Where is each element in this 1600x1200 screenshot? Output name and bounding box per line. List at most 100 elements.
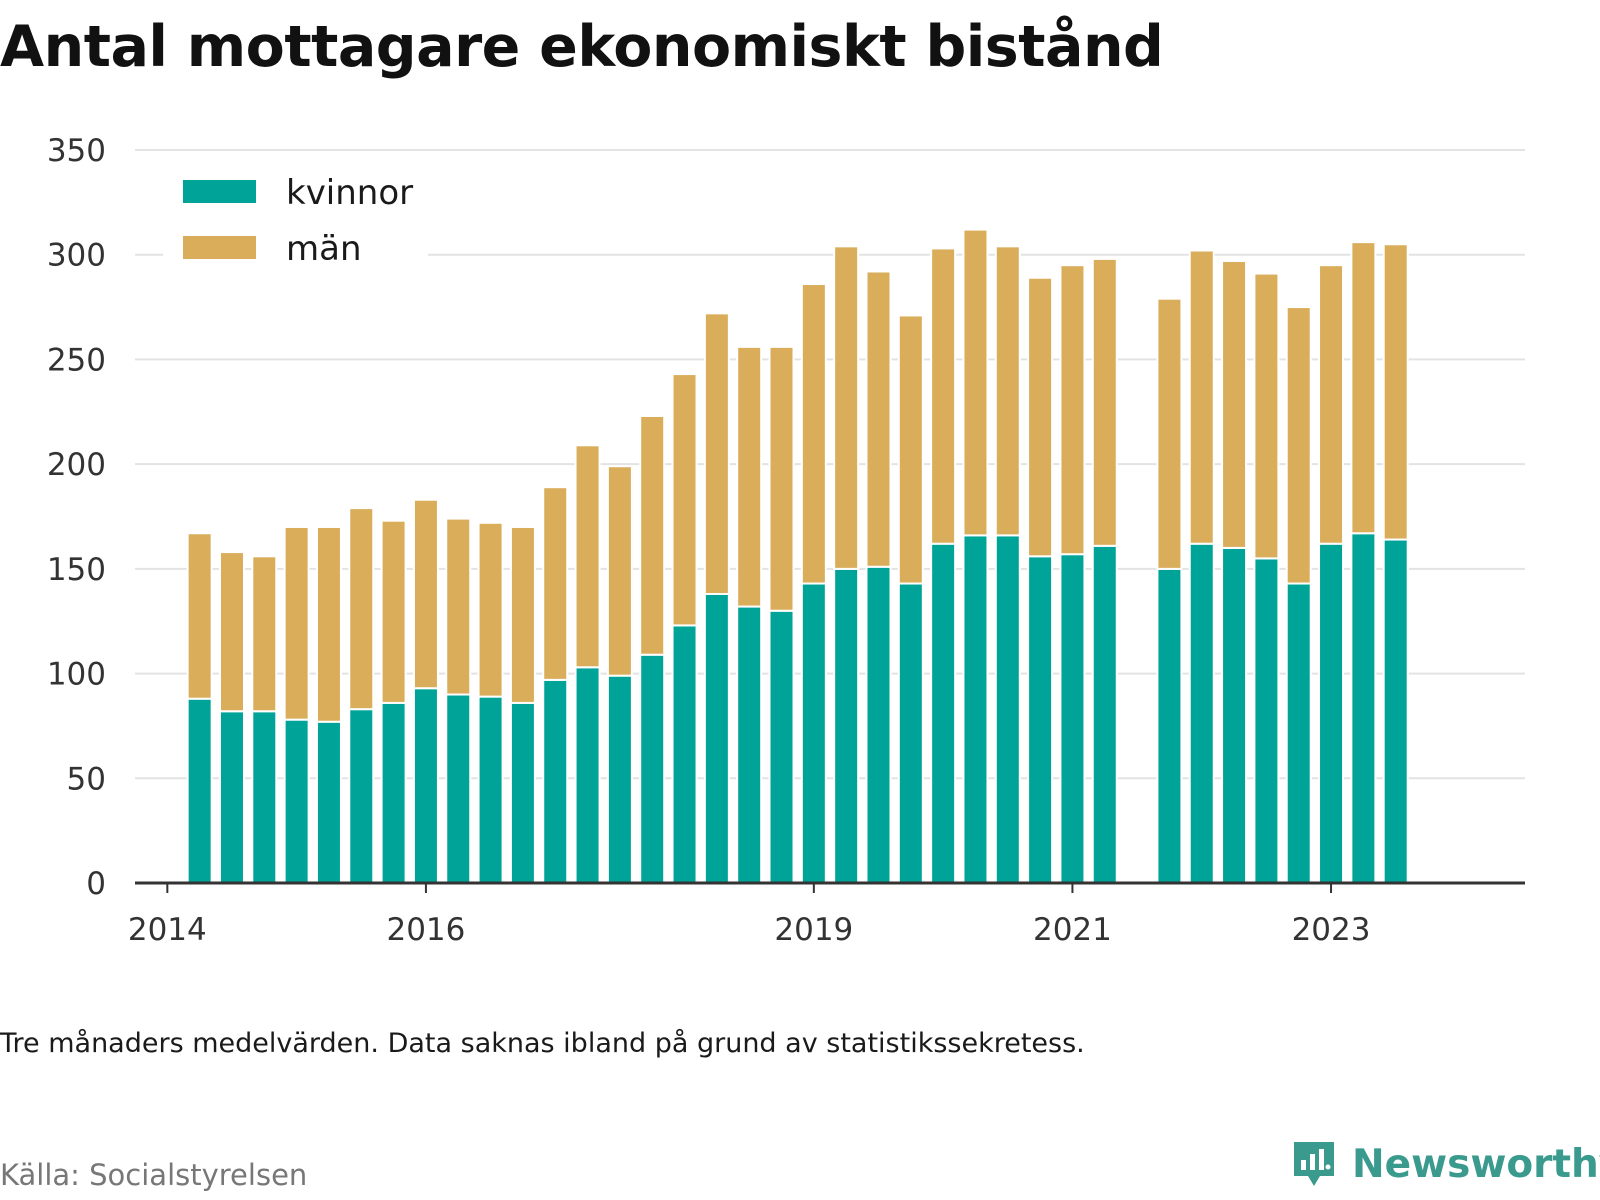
bar-kvinnor (445, 693, 472, 884)
bar-man (315, 525, 342, 723)
bar-man (477, 521, 504, 698)
legend-label-man: män (286, 229, 362, 269)
bar-kvinnor (509, 701, 536, 884)
bar-kvinnor (1350, 532, 1377, 884)
bar-man (1091, 257, 1118, 547)
x-axis-ticks: 2014 2016 2019 2021 2023 (128, 883, 1371, 948)
bar-man (186, 532, 213, 700)
bar-man (703, 312, 730, 595)
bar-kvinnor (671, 624, 698, 884)
bar-kvinnor (1318, 542, 1345, 884)
bar-man (1156, 297, 1183, 570)
bar-kvinnor (962, 534, 989, 884)
bar-kvinnor (1253, 557, 1280, 885)
y-tick-label: 300 (47, 238, 106, 274)
bar-man (865, 270, 892, 568)
x-tick-label: 2016 (386, 912, 465, 948)
bar-man (1382, 243, 1409, 541)
bar-kvinnor (930, 542, 957, 884)
bar-man (800, 283, 827, 585)
bar-kvinnor (1285, 582, 1312, 884)
bar-kvinnor (1221, 546, 1248, 885)
y-axis-tick-labels: 0 50 100 150 200 250 300 350 (47, 133, 106, 902)
newsworthy-logo-icon (1294, 1142, 1334, 1186)
chart-footnote: Tre månaders medelvärden. Data saknas ib… (0, 1028, 1085, 1059)
y-tick-label: 200 (47, 447, 106, 483)
x-tick-label: 2021 (1033, 912, 1112, 948)
bar-man (833, 245, 860, 570)
x-tick-label: 2019 (774, 912, 853, 948)
bar-kvinnor (1188, 542, 1215, 884)
bar-kvinnor (1027, 555, 1054, 884)
bar-kvinnor (574, 666, 601, 884)
bar-kvinnor (800, 582, 827, 884)
bar-kvinnor (218, 710, 245, 884)
bar-kvinnor (1382, 538, 1409, 885)
bar-man (962, 228, 989, 537)
bar-man (1027, 276, 1054, 558)
bar-man (1221, 259, 1248, 549)
newsworthy-logo[interactable]: Newsworthy (1290, 1140, 1600, 1188)
y-tick-label: 0 (86, 866, 106, 902)
bar-man (1318, 264, 1345, 545)
bar-man (606, 465, 633, 677)
bar-kvinnor (283, 718, 310, 884)
bar-man (994, 245, 1021, 537)
bar-man (251, 555, 278, 713)
bar-kvinnor (380, 701, 407, 884)
bar-kvinnor (994, 534, 1021, 884)
bar-kvinnor (186, 697, 213, 885)
bar-man (1350, 241, 1377, 535)
bar-man (574, 444, 601, 669)
bar-man (542, 486, 569, 681)
y-tick-label: 50 (67, 761, 106, 797)
bar-kvinnor (348, 708, 375, 884)
bar-man (1188, 249, 1215, 545)
y-tick-label: 100 (47, 657, 106, 693)
bar-kvinnor (768, 609, 795, 884)
bar-man (412, 498, 439, 690)
bar-man (897, 314, 924, 585)
bar-kvinnor (639, 653, 666, 884)
bar-man (348, 507, 375, 711)
bar-kvinnor (315, 720, 342, 884)
bar-man (639, 414, 666, 656)
y-tick-label: 250 (47, 342, 106, 378)
bar-man (1059, 264, 1086, 556)
bar-kvinnor (1156, 567, 1183, 884)
legend-label-kvinnor: kvinnor (286, 173, 413, 213)
legend-swatch-man (183, 236, 256, 259)
bar-kvinnor (1091, 544, 1118, 884)
bar-kvinnor (606, 674, 633, 884)
legend-swatch-kvinnor (183, 180, 256, 203)
x-tick-label: 2014 (128, 912, 207, 948)
bar-kvinnor (703, 592, 730, 884)
bar-kvinnor (865, 565, 892, 885)
bar-man (380, 519, 407, 704)
brand-name: Newsworthy (1352, 1141, 1600, 1187)
y-tick-label: 150 (47, 552, 106, 588)
bar-man (671, 373, 698, 627)
x-tick-label: 2023 (1292, 912, 1371, 948)
bar-kvinnor (412, 687, 439, 885)
bar-man (1285, 306, 1312, 585)
y-tick-label: 350 (47, 133, 106, 169)
bar-man (283, 525, 310, 721)
chart-title: Antal mottagare ekonomiskt bistånd (0, 14, 1164, 80)
bar-man (1253, 272, 1280, 560)
bar-kvinnor (542, 678, 569, 885)
bar-kvinnor (833, 567, 860, 884)
bar-man (930, 247, 957, 545)
bar-kvinnor (897, 582, 924, 884)
bar-kvinnor (251, 710, 278, 884)
legend: kvinnor män (163, 172, 428, 269)
bar-man (768, 345, 795, 612)
bar-kvinnor (477, 695, 504, 885)
bar-man (445, 517, 472, 696)
bar-man (736, 345, 763, 608)
bar-series (186, 228, 1409, 885)
bar-kvinnor (736, 605, 763, 884)
bar-man (218, 551, 245, 713)
bar-man (509, 525, 536, 704)
